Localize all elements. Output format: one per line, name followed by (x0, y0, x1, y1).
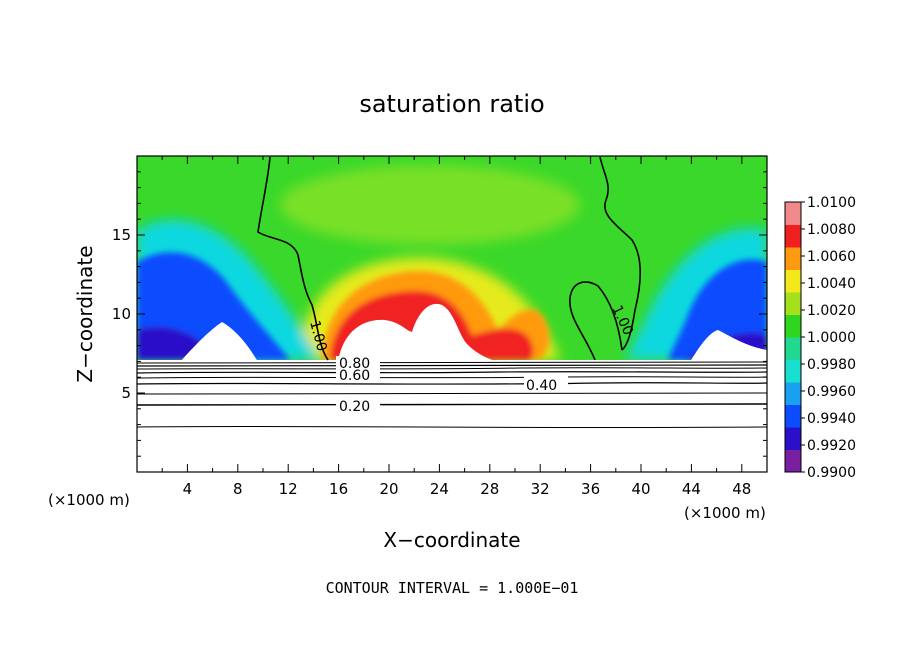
colorbar-label: 1.0040 (807, 276, 856, 292)
colorbar-swatch (785, 359, 801, 383)
y-tick-label: 15 (112, 226, 131, 244)
x-tick-label: 12 (279, 480, 298, 498)
colorbar-swatch (785, 247, 801, 270)
colorbar-label: 0.9960 (807, 384, 856, 400)
contour-label-0.60: 0.60 (339, 368, 370, 384)
x-tick-label: 44 (682, 480, 701, 498)
contour-0.20 (137, 403, 767, 406)
x-tick-label: 16 (329, 480, 348, 498)
contour-0.80b (137, 363, 767, 367)
x-tick-label: 20 (379, 480, 398, 498)
contour-0.50 (137, 376, 767, 379)
field-white-bump-right (691, 330, 767, 360)
contour-0.40 (137, 382, 767, 385)
colorbar-label: 0.9980 (807, 357, 856, 373)
colorbar-swatch (785, 314, 801, 338)
field-white-bump-center (338, 303, 493, 360)
contour-0.30 (137, 392, 767, 395)
y-tick-label: 5 (121, 384, 131, 402)
colorbar-label: 1.0020 (807, 303, 856, 319)
x-tick-label: 32 (531, 480, 550, 498)
x-tick-label: 28 (480, 480, 499, 498)
colorbar: 1.0100 1.0080 1.0060 1.0040 1.0020 1.0000 0.99… (784, 195, 856, 481)
colorbar-label: 0.9940 (807, 411, 856, 427)
colorbar-swatch (785, 202, 801, 225)
contour-0.60 (137, 371, 767, 374)
field-lightgreen-upper (280, 165, 580, 245)
colorbar-label: 1.0000 (807, 330, 856, 346)
contour-interval-note: CONTOUR INTERVAL = 1.000E−01 (326, 579, 579, 597)
x-tick-label: 48 (732, 480, 751, 498)
field-white-bump-left (181, 322, 257, 360)
colorbar-label: 1.0080 (807, 222, 856, 238)
y-axis-label: Z−coordinate (73, 245, 97, 382)
colorbar-swatch (785, 292, 801, 315)
x-tick-label: 24 (430, 480, 449, 498)
colorbar-swatch (785, 382, 801, 405)
x-tick-label: 36 (581, 480, 600, 498)
colorbar-swatch (785, 427, 801, 450)
colorbar-label: 1.0060 (807, 249, 856, 265)
contour-label-0.40: 0.40 (526, 378, 557, 394)
x-tick-label: 8 (233, 480, 243, 498)
chart-title: saturation ratio (359, 90, 544, 118)
x-axis-label: X−coordinate (383, 528, 520, 552)
saturation-field (137, 156, 767, 360)
colorbar-label: 0.9920 (807, 438, 856, 454)
contour-0.10 (137, 425, 767, 429)
colorbar-swatch (785, 449, 801, 473)
colorbar-swatch (785, 224, 801, 248)
contour-1.00-left (257, 156, 329, 361)
x-unit-label-right: (×1000 m) (684, 504, 766, 522)
x-tick-label: 4 (183, 480, 193, 498)
y-tick-label: 10 (112, 305, 131, 323)
colorbar-swatch (785, 337, 801, 360)
contour-label-1.00-left: 1.00 (306, 319, 330, 353)
colorbar-label: 0.9900 (807, 465, 856, 481)
contour-0.70 (137, 367, 767, 370)
contour-labels: 1.00 1.00 0.80 0.60 0.40 0.20 (306, 303, 636, 415)
x-unit-label-left: (×1000 m) (48, 491, 130, 509)
colorbar-swatch (785, 269, 801, 293)
x-tick-label: 40 (631, 480, 650, 498)
colorbar-label: 1.0100 (807, 195, 856, 211)
contour-label-0.20: 0.20 (339, 399, 370, 415)
contour-label-0.80: 0.80 (339, 356, 370, 372)
colorbar-swatch (785, 404, 801, 428)
contour-0.80 (137, 361, 767, 364)
contour-1.00-right (569, 156, 642, 361)
